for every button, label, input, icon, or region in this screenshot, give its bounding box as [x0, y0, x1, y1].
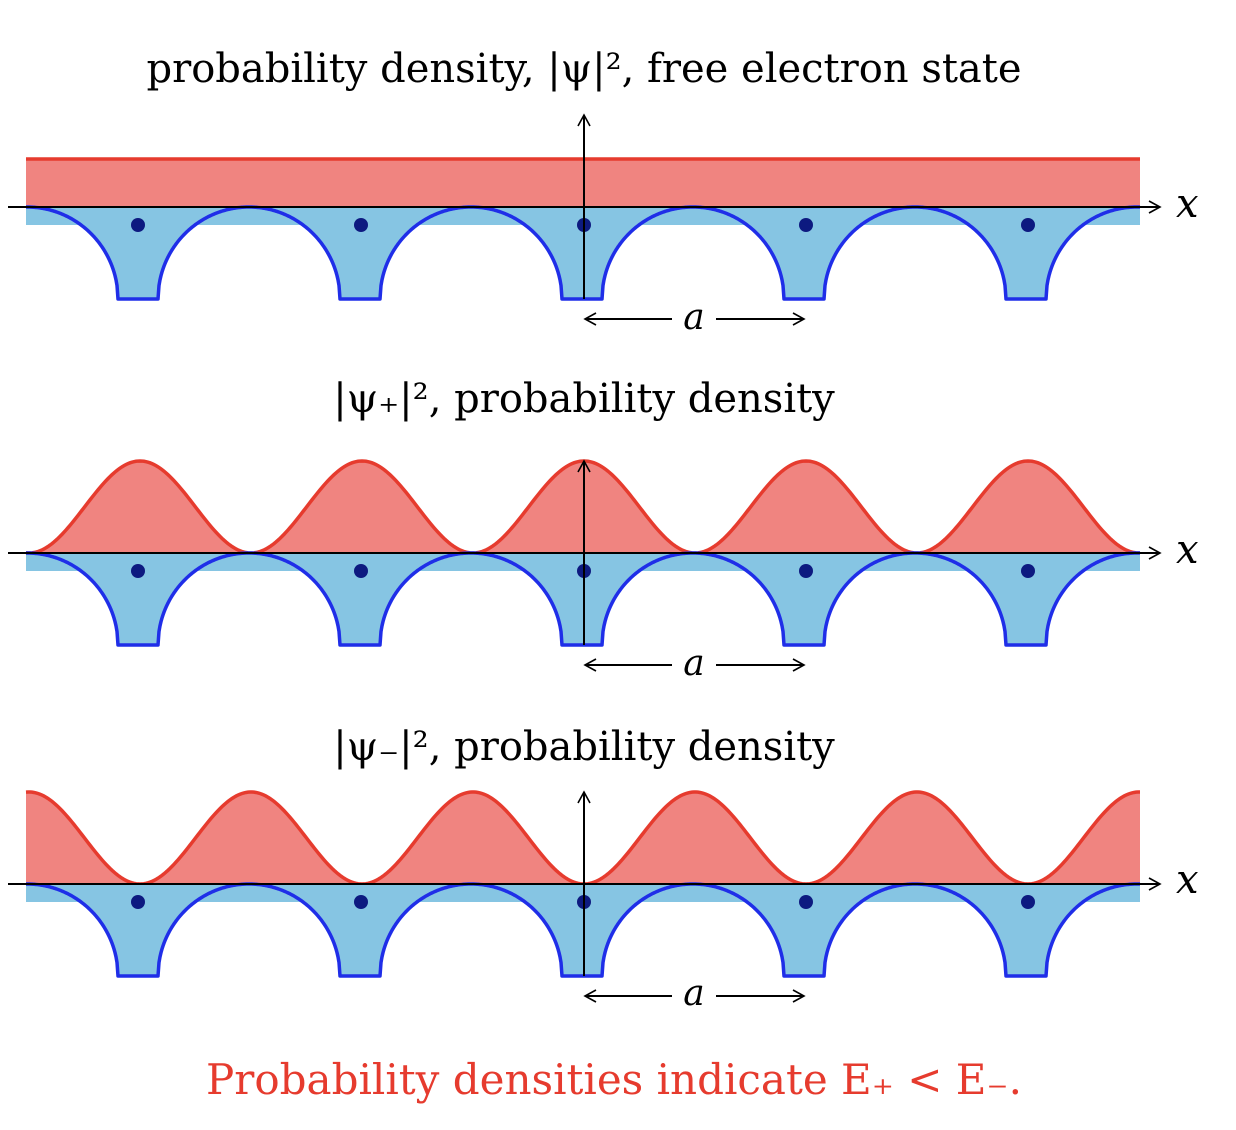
- ion-core-4: [1021, 564, 1035, 578]
- ion-row: [131, 564, 1035, 578]
- lattice-constant-label: a: [683, 643, 704, 684]
- caption: Probability densities indicate E₊ < E₋.: [206, 1055, 1022, 1104]
- lattice-constant-label: a: [683, 973, 704, 1014]
- ion-core-1: [354, 895, 368, 909]
- lattice-arrowhead-left: [583, 989, 597, 1003]
- ion-core-3: [799, 564, 813, 578]
- axes: [8, 790, 1162, 1003]
- x-axis-label: x: [1176, 857, 1199, 903]
- ion-core-1: [354, 218, 368, 232]
- ion-core-3: [799, 895, 813, 909]
- density-fill: [26, 792, 1140, 884]
- x-axis-label: x: [1176, 527, 1199, 573]
- ion-core-1: [354, 564, 368, 578]
- panel-psi-plus: |ψ₊|², probability density x a: [8, 376, 1199, 684]
- panel-free-electron: probability density, |ψ|², free electron…: [8, 46, 1199, 338]
- ion-core-3: [799, 218, 813, 232]
- panel-psi-minus: |ψ₋|², probability density x a: [8, 724, 1199, 1014]
- lattice-arrowhead-left: [583, 658, 597, 672]
- axes: [8, 113, 1162, 326]
- ion-core-0: [131, 895, 145, 909]
- ion-row: [131, 895, 1035, 909]
- panel-title: |ψ₊|², probability density: [333, 376, 835, 422]
- lattice-constant-label: a: [683, 297, 704, 338]
- ion-core-4: [1021, 218, 1035, 232]
- ion-core-0: [131, 218, 145, 232]
- panel-title: |ψ₋|², probability density: [333, 724, 835, 770]
- ion-core-0: [131, 564, 145, 578]
- x-axis-label: x: [1176, 181, 1199, 227]
- ion-row: [131, 218, 1035, 232]
- axes: [8, 459, 1162, 672]
- panel-title: probability density, |ψ|², free electron…: [146, 46, 1021, 92]
- lattice-arrowhead-left: [583, 312, 597, 326]
- ion-core-4: [1021, 895, 1035, 909]
